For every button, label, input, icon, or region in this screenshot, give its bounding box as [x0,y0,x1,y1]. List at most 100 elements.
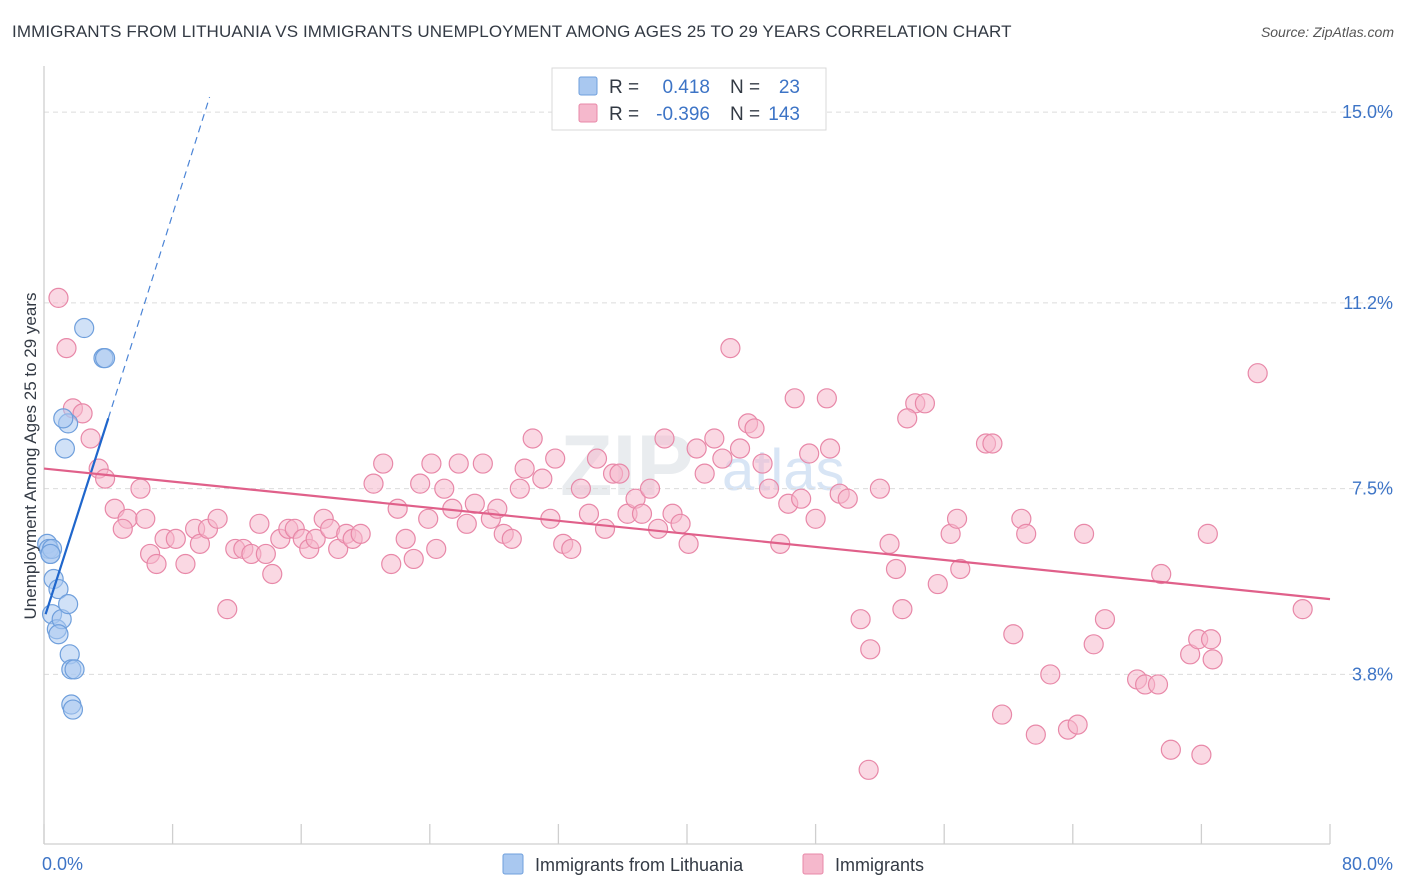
immigrants-point [1197,523,1218,544]
y-tick-label: 7.5% [1352,479,1393,499]
immigrants-point [805,508,826,529]
legend-row-immigrants: R = -0.396 N = 143 [578,103,800,125]
immigrants-point [249,513,270,534]
immigrants-point [165,528,186,549]
immigrants-point [514,458,535,479]
immigrants-point [217,599,238,620]
legend-r-label: R = [609,77,639,98]
bottom-legend-swatch-lithuania [502,853,524,875]
immigrants-point [729,438,751,459]
immigrants-point [305,528,326,549]
immigrants-point [869,478,891,499]
trend-lines [43,96,1331,615]
immigrants-point [434,478,455,499]
immigrants-point [1200,629,1222,650]
immigrants-point [48,287,69,309]
immigrants-point [791,488,812,509]
immigrants-point [421,453,442,474]
immigrants-point [712,448,733,469]
immigrants-point [1191,744,1212,765]
immigrants-point [885,558,907,580]
immigrants-point [991,704,1013,725]
lithuania-point [53,408,74,429]
chart-title: IMMIGRANTS FROM LITHUANIA VS IMMIGRANTS … [12,22,1012,41]
immigrants-point [1083,634,1104,655]
immigrants-point [464,493,485,514]
immigrants-point [647,518,669,539]
immigrants-point [1016,523,1037,544]
immigrants-point [946,508,968,529]
immigrants-point [387,498,408,519]
bottom-legend-label-immigrants: Immigrants [835,855,924,875]
immigrants-point [1073,523,1095,544]
immigrants-point [1160,739,1181,760]
immigrants-point [1067,714,1088,735]
immigrants-point [858,759,879,780]
immigrants-point [816,388,837,409]
legend-r-label: R = [609,104,639,125]
immigrants-point [561,538,582,560]
immigrants-point [578,503,600,524]
immigrants-point [678,533,699,554]
immigrants-point [80,428,101,449]
immigrants-point [744,418,765,439]
legend-swatch-immigrants [578,103,598,123]
immigrants-point [654,428,675,449]
y-axis-label: Unemployment Among Ages 25 to 29 years [21,293,40,620]
lithuania-point [48,624,69,645]
immigrants-point [403,548,424,570]
immigrants-point [350,523,371,544]
immigrants-point [694,463,715,484]
immigrants-point [1247,363,1268,384]
immigrants-point [262,563,283,585]
immigrants-point [850,609,871,630]
immigrants-point [586,448,608,469]
legend-n-value: 23 [779,77,800,98]
legend-row-lithuania: R = 0.418 N = 23 [578,76,800,98]
top-legend: R = 0.418 N = 23 R = -0.396 N = 143 [551,67,827,131]
immigrants-point [1202,649,1223,670]
legend-n-label: N = [730,104,760,125]
immigrants-point [819,438,841,459]
immigrants-trend-line [43,467,1331,601]
bottom-legend-swatch-immigrants [802,853,824,875]
immigrants-point [879,533,900,554]
immigrants-point [395,528,416,549]
immigrants-point [570,478,592,499]
immigrants-point [509,478,530,499]
immigrants-point [448,453,469,474]
immigrants-point [686,438,707,459]
immigrants-point [130,478,151,499]
immigrants-point [418,508,439,529]
y-tick-label: 15.0% [1342,102,1393,122]
immigrants-point [532,468,553,489]
immigrants-point [112,518,133,539]
immigrants-point [207,508,228,529]
immigrants-point [373,453,394,474]
immigrants-point [897,408,918,429]
immigrants-point [758,478,780,499]
y-tick-label: 11.2% [1343,293,1393,313]
immigrants-point [639,478,661,499]
immigrants-point [799,443,820,464]
immigrants-point [255,543,276,565]
lithuania-point [62,699,84,720]
immigrants-point [501,528,522,549]
immigrants-point [545,448,566,469]
immigrants-point [146,553,167,575]
lithuania-points [37,317,116,720]
immigrants-point [752,453,773,474]
immigrants-point [472,453,493,474]
x-tick-label-max: 80.0% [1342,854,1393,874]
lithuania-point [74,317,95,339]
immigrants-point [410,473,431,494]
immigrants-point [784,388,805,409]
axes: 3.8% 7.5% 11.2% 15.0% [43,66,1393,845]
immigrants-point [950,558,971,580]
gridlines [44,111,1393,675]
immigrants-point [914,393,936,414]
immigrants-point [1094,609,1116,630]
bottom-legend-label-lithuania: Immigrants from Lithuania [535,855,744,875]
lithuania-point [58,594,79,615]
lithuania-point [48,578,69,600]
